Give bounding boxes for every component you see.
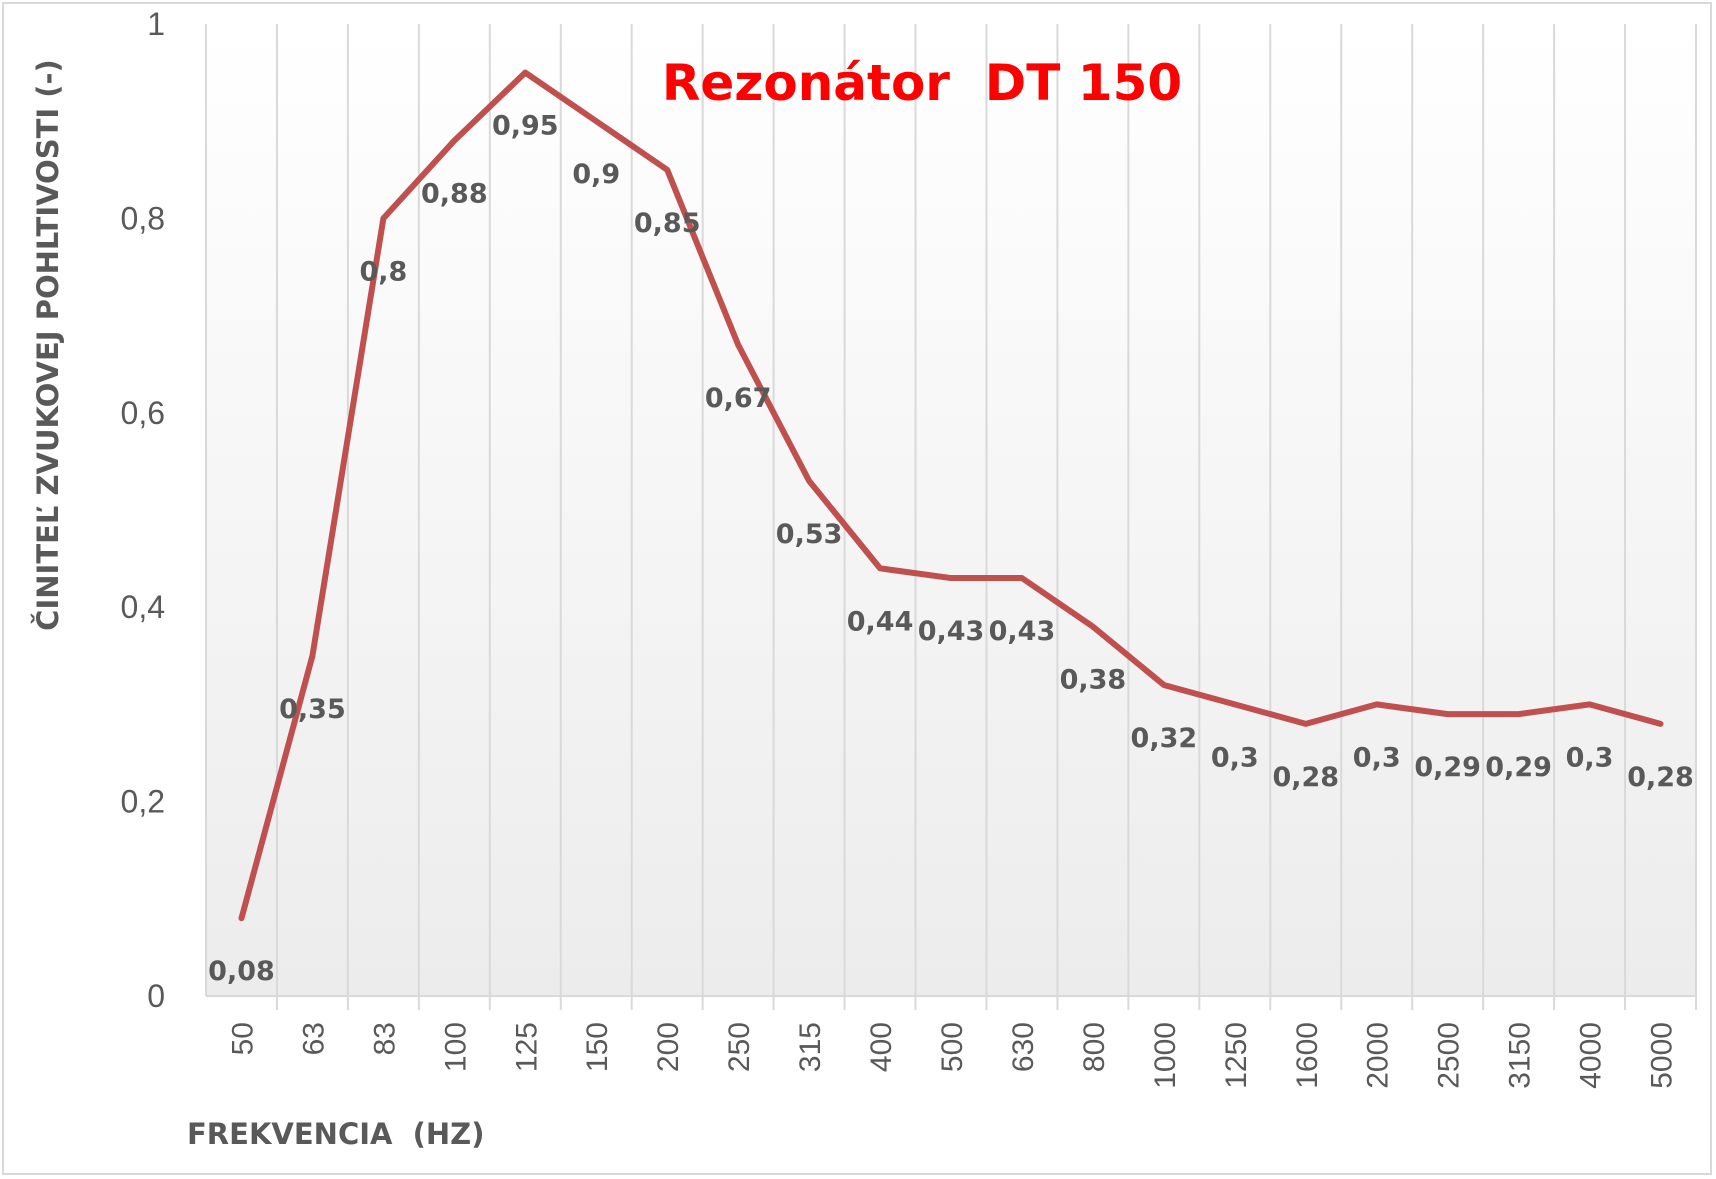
data-label: 0,88 [421, 179, 488, 210]
data-label: 0,3 [1566, 742, 1614, 773]
data-labels: 0,080,350,80,880,950,90,850,670,530,44 0,… [208, 111, 1694, 988]
data-label: 0,95 [492, 111, 559, 142]
data-label: 0,44 [847, 606, 914, 637]
data-label: 0,32 [1131, 723, 1198, 754]
series-absorption [238, 69, 1664, 922]
data-label: 0,28 [1272, 762, 1339, 793]
y-tick-label: 0,2 [121, 784, 165, 820]
x-tick-label: 200 [652, 1022, 685, 1072]
gridlines [205, 24, 1697, 1010]
data-label: 0,35 [279, 694, 346, 725]
x-tick-label: 630 [1007, 1022, 1040, 1072]
x-tick-label: 4000 [1575, 1022, 1608, 1089]
x-tick-label: 100 [439, 1022, 472, 1072]
x-tick-label: 125 [510, 1022, 543, 1072]
x-tick-label: 315 [794, 1022, 827, 1072]
data-label: 0,28 [1627, 762, 1694, 793]
data-label: 0,29 [1485, 752, 1552, 783]
series-line [238, 69, 1664, 922]
data-label: 0,85 [634, 208, 701, 239]
data-label: 0,43 [989, 616, 1056, 647]
data-label: 0,53 [776, 519, 843, 550]
data-label: 0,29 [1414, 752, 1481, 783]
x-axis-title: FREKVENCIA (HZ) [187, 1117, 484, 1151]
y-tick-label: 0,6 [121, 395, 165, 431]
data-label: 0,3 [1353, 742, 1401, 773]
data-label: 0,67 [705, 383, 772, 414]
data-label: 0,38 [1060, 665, 1127, 696]
y-tick-label: 0,4 [121, 589, 165, 625]
y-tick-label: 0,8 [121, 200, 165, 236]
y-tick-labels: 0 0,2 0,4 0,6 0,8 1 [121, 6, 165, 1014]
x-tick-label: 500 [936, 1022, 969, 1072]
plot-area [206, 24, 1696, 996]
data-label: 0,08 [208, 956, 275, 987]
x-tick-label: 1000 [1149, 1022, 1182, 1089]
chart-title: Rezonátor DT 150 [662, 54, 1182, 112]
x-tick-label: 400 [865, 1022, 898, 1072]
data-label: 0,43 [918, 616, 985, 647]
y-axis-title: ČINITEĽ ZVUKOVEJ POHLTIVOSTI (-) [31, 59, 65, 631]
y-tick-label: 0 [147, 978, 165, 1014]
x-tick-label: 3150 [1504, 1022, 1537, 1089]
x-tick-label: 1250 [1220, 1022, 1253, 1089]
x-tick-label: 1600 [1291, 1022, 1324, 1089]
x-tick-label: 150 [581, 1022, 614, 1072]
x-tick-label: 2500 [1433, 1022, 1466, 1089]
x-tick-label: 2000 [1362, 1022, 1395, 1089]
x-tick-label: 800 [1078, 1022, 1111, 1072]
x-tick-label: 63 [297, 1022, 330, 1055]
x-tick-label: 83 [368, 1022, 401, 1055]
data-label: 0,8 [359, 256, 407, 287]
x-tick-label: 50 [226, 1022, 259, 1055]
x-tick-label: 250 [723, 1022, 756, 1072]
y-tick-label: 1 [147, 6, 165, 42]
x-tick-labels: 50 63 83 100 125 150 200 250 315 400 500 630 800 1000… [226, 1022, 1678, 1089]
data-label: 0,9 [572, 159, 620, 190]
data-label: 0,3 [1211, 742, 1259, 773]
x-tick-label: 5000 [1646, 1022, 1679, 1089]
